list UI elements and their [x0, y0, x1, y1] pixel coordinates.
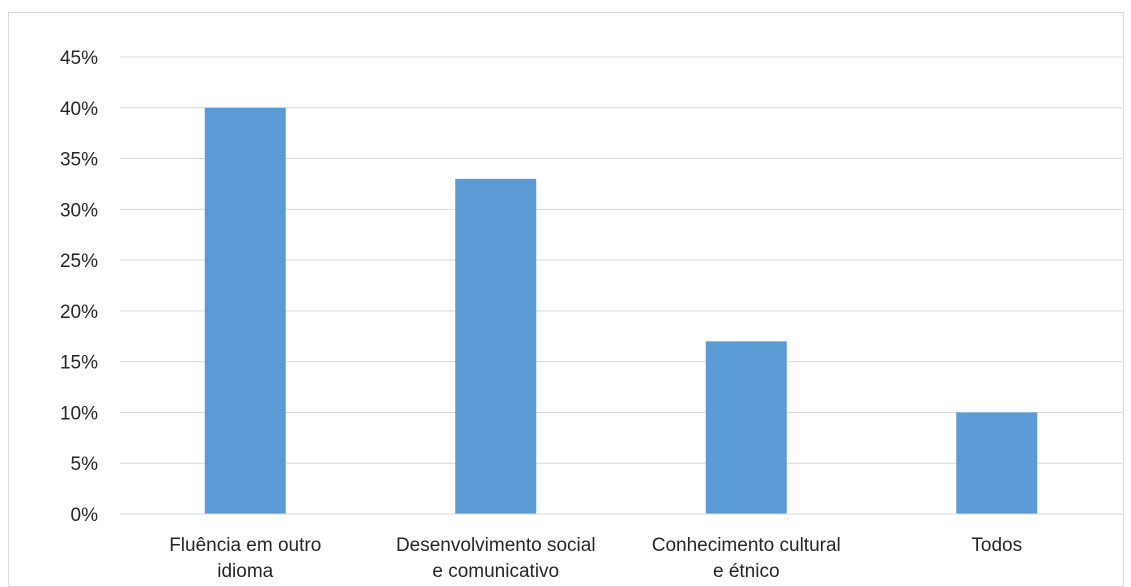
- bar: [705, 341, 787, 514]
- y-axis-tick-labels: 0% 5% 10% 15% 20% 25% 30% 35% 40% 45%: [60, 48, 98, 526]
- x-axis-category-labels: Fluência em outro idioma Desenvolvimento s…: [169, 535, 1022, 582]
- x-category-label-line: Todos: [971, 535, 1022, 556]
- gridlines: [120, 56, 1122, 464]
- y-tick-label: 20%: [60, 302, 98, 323]
- bar: [204, 107, 286, 515]
- x-category-label: Todos: [971, 535, 1022, 556]
- x-category-label: Fluência em outro idioma: [169, 535, 321, 582]
- bar: [956, 412, 1038, 514]
- y-tick-label: 30%: [60, 200, 98, 221]
- y-tick-label: 35%: [60, 150, 98, 171]
- y-tick-label: 45%: [60, 48, 98, 69]
- x-category-label-line: Desenvolvimento social: [396, 535, 596, 556]
- y-tick-label: 40%: [60, 99, 98, 120]
- x-category-label: Desenvolvimento social e comunicativo: [396, 535, 596, 582]
- y-tick-label: 25%: [60, 251, 98, 272]
- x-category-label-line: e comunicativo: [432, 561, 559, 582]
- x-category-label-line: Fluência em outro: [169, 535, 321, 556]
- x-category-label: Conhecimento cultural e étnico: [652, 535, 841, 582]
- y-tick-label: 10%: [60, 403, 98, 424]
- x-category-label-line: Conhecimento cultural: [652, 535, 841, 556]
- bars: [204, 107, 1038, 515]
- y-tick-label: 5%: [71, 454, 99, 475]
- y-tick-label: 0%: [71, 505, 99, 526]
- y-tick-label: 15%: [60, 353, 98, 374]
- x-category-label-line: e étnico: [713, 561, 780, 582]
- bar: [455, 178, 537, 514]
- x-category-label-line: idioma: [217, 561, 273, 582]
